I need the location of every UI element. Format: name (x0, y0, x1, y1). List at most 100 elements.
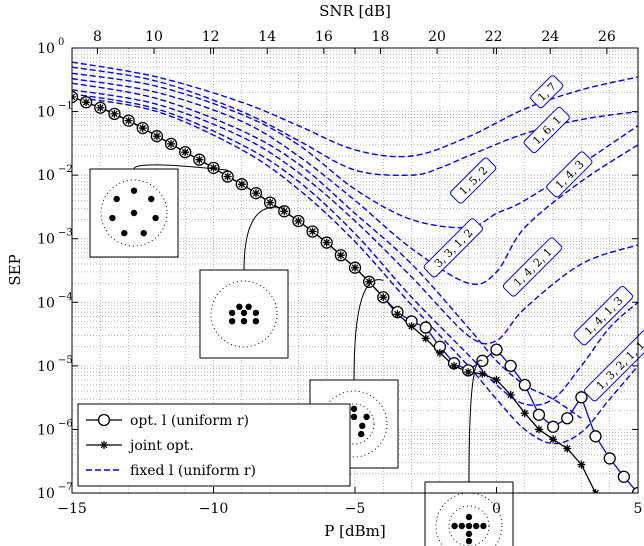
y-tick-label: 10 (37, 168, 55, 184)
joint-opt-marker (534, 425, 543, 434)
y-tick-exponent: −2 (58, 164, 73, 175)
inset-pointer (243, 206, 285, 271)
joint-opt-marker (464, 368, 473, 377)
constellation-point (228, 318, 236, 325)
star-stroke (111, 110, 118, 118)
y-tick-exponent: −5 (58, 355, 73, 366)
fixed-curve-label: 3, 3, 1, 2 (423, 218, 484, 278)
legend-box (77, 403, 351, 487)
legend-label: fixed l (uniform r) (130, 463, 256, 479)
star-stroke (493, 376, 500, 384)
joint-opt-marker (435, 348, 444, 357)
constellation-point (465, 530, 473, 538)
opt-l-marker (518, 378, 531, 392)
constellation-point (228, 309, 236, 317)
joint-opt-marker (351, 263, 359, 272)
fixed-l-curve (72, 72, 638, 229)
opt-l-marker (419, 321, 432, 334)
y-tick-exponent: −7 (58, 482, 73, 493)
constellation-point (130, 209, 138, 217)
fixed-curve-label: 1, 3, 2, 1, 1 (584, 328, 644, 402)
constellation-point (236, 303, 243, 310)
joint-opt-marker (492, 375, 501, 384)
star-stroke (549, 435, 557, 443)
star-stroke (380, 293, 387, 301)
joint-opt-marker (237, 180, 246, 189)
constellation-point (130, 187, 138, 194)
constellation-point (473, 522, 480, 530)
joint-opt-marker (181, 148, 190, 157)
joint-opt-marker (280, 207, 289, 216)
joint-opt-marker (138, 124, 147, 133)
top-tick-label: 10 (145, 29, 163, 45)
label-box (423, 218, 484, 278)
legend: opt. l (uniform r) joint opt. fixed l (uni… (77, 403, 351, 487)
star-stroke (295, 217, 302, 225)
opt-l-marker (575, 391, 588, 404)
star-stroke (351, 264, 359, 271)
opt-l-marker (589, 430, 602, 443)
y-tick-exponent: −6 (58, 418, 73, 429)
constellation-point (465, 537, 473, 545)
opt-l-marker (532, 408, 546, 421)
x-tick-label: 0 (492, 501, 501, 517)
constellation-inset (89, 164, 228, 258)
top-tick-label: 24 (541, 29, 559, 45)
star-stroke (436, 349, 444, 357)
fixed-curve-label: 1, 6, 1 (523, 106, 570, 154)
joint-opt-marker (322, 238, 331, 247)
y-tick-label: 10 (37, 41, 55, 57)
curve-labels: 1, 71, 6, 1 1, 5, 2 1, 4, 3 3, 3, 1, 2 1, 4,… (423, 75, 644, 402)
y-tick-exponent: −1 (58, 101, 73, 112)
star-stroke (309, 228, 316, 235)
y-tick-label: 10 (37, 295, 55, 311)
top-tick-label: 16 (315, 29, 333, 45)
joint-opt-marker (520, 409, 529, 418)
constellation-point (245, 303, 252, 310)
star-stroke (210, 164, 217, 172)
constellation-point (252, 309, 260, 317)
star-stroke (563, 445, 571, 452)
legend-label: opt. l (uniform r) (130, 413, 249, 429)
label-box (546, 151, 593, 198)
label-box (502, 237, 563, 297)
opt-l-marker (617, 470, 630, 483)
star-stroke (365, 278, 373, 286)
fixed-curve-label: 1, 4, 2, 1 (502, 237, 563, 297)
star-stroke (337, 251, 345, 259)
constellation-point (458, 522, 465, 530)
star-stroke (280, 208, 288, 215)
star-stroke (408, 322, 415, 330)
opt-l-marker (504, 359, 517, 373)
inset-boundary (320, 390, 388, 458)
joint-opt-marker (577, 460, 586, 469)
inset-pointer (133, 164, 228, 171)
star-stroke (266, 199, 274, 206)
star-stroke (97, 104, 104, 112)
constellation-point (109, 214, 116, 222)
joint-opt-marker (72, 92, 76, 101)
fixed-l-curve (72, 61, 638, 158)
x-axis-title: P [dBm] (324, 522, 385, 540)
joint-opt-marker (167, 139, 176, 148)
opt-l-marker (490, 343, 503, 356)
star-stroke (72, 93, 76, 98)
star-stroke (422, 335, 430, 342)
star-stroke (224, 173, 231, 180)
joint-opt-marker (549, 435, 558, 444)
main-curves (72, 90, 638, 493)
x-tick-label: 5 (634, 501, 643, 517)
joint-opt-marker (591, 489, 600, 493)
constellation-point (363, 413, 370, 420)
inset-boundary (210, 280, 278, 348)
constellation-point (358, 430, 365, 438)
x-tick-label: −15 (57, 501, 87, 517)
legend-circle-marker (97, 413, 111, 427)
y-tick-label: 10 (37, 359, 55, 375)
joint-opt-marker (563, 444, 572, 453)
joint-opt-marker (124, 116, 133, 125)
constellation-point (480, 522, 487, 530)
constellation-point (451, 522, 458, 530)
joint-opt-marker (379, 293, 388, 302)
top-tick-label: 12 (202, 29, 220, 45)
